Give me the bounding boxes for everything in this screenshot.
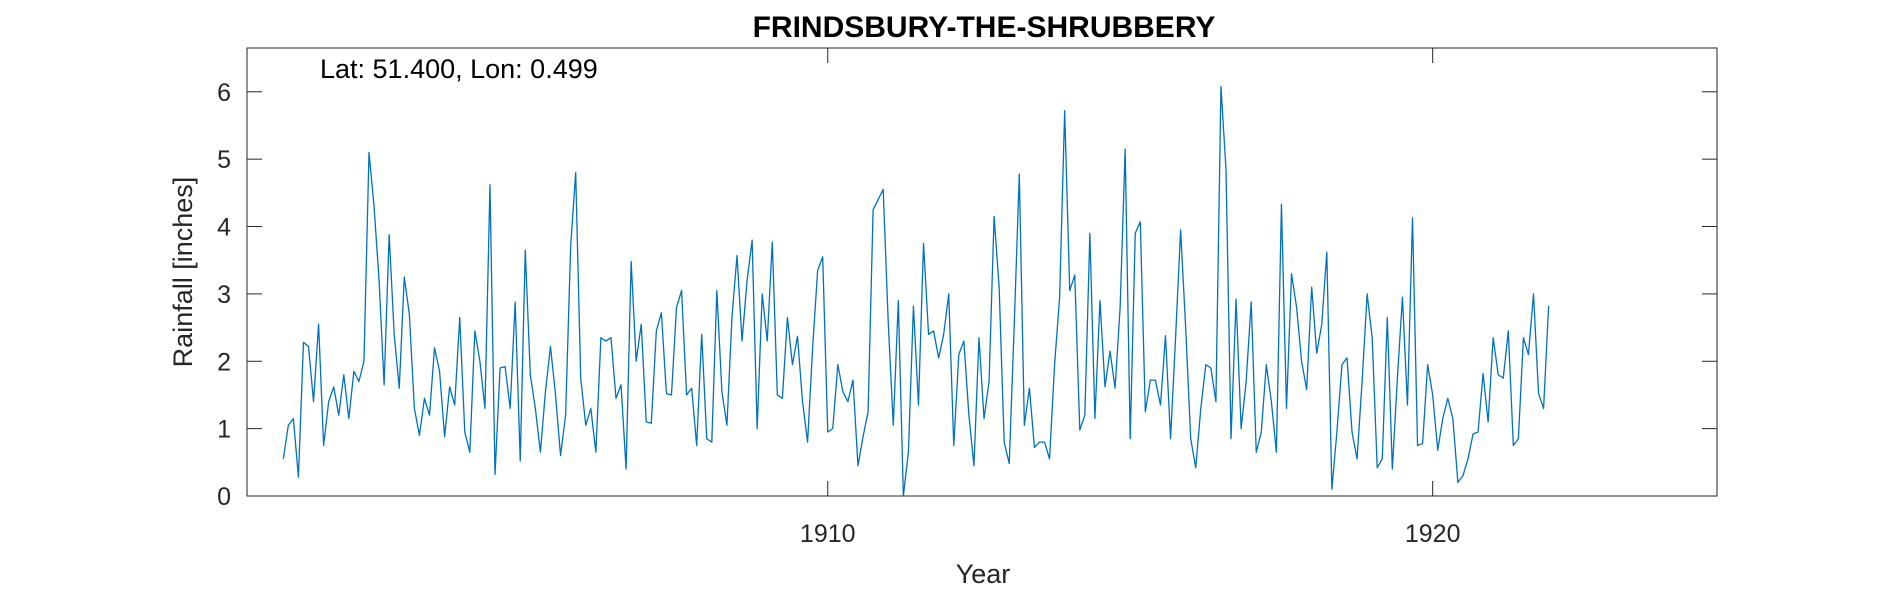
y-tick-label: 5 [217, 146, 231, 174]
y-tick-labels: 0 1 2 3 4 5 6 [217, 79, 231, 511]
y-tick-label: 3 [217, 281, 231, 309]
x-tick-labels: 1910 1920 [800, 520, 1461, 548]
chart-title: FRINDSBURY-THE-SHRUBBERY [753, 11, 1216, 44]
y-tick-label: 1 [217, 416, 231, 444]
y-tick-label: 0 [217, 483, 231, 511]
y-tick-label: 6 [217, 79, 231, 107]
x-tick-label: 1910 [800, 520, 856, 548]
y-tick-label: 2 [217, 348, 231, 376]
location-annotation: Lat: 51.400, Lon: 0.499 [320, 54, 598, 84]
y-axis-label: Rainfall [inches] [168, 177, 198, 368]
axis-ticks [247, 48, 1717, 497]
rainfall-series-line [282, 85, 1550, 497]
plot-area [246, 47, 1718, 497]
x-axis-label: Year [956, 559, 1011, 589]
y-tick-label: 4 [217, 214, 231, 242]
x-tick-label: 1920 [1405, 520, 1461, 548]
